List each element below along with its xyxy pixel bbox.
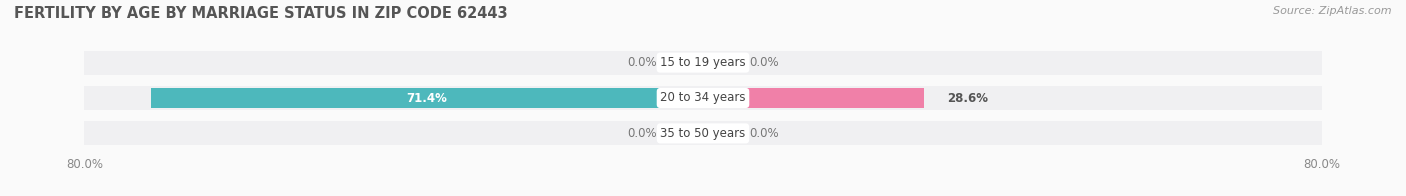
Text: 28.6%: 28.6% <box>948 92 988 104</box>
Text: 0.0%: 0.0% <box>749 127 779 140</box>
Text: 0.0%: 0.0% <box>749 56 779 69</box>
Bar <box>84 86 1322 110</box>
Bar <box>703 88 924 108</box>
Bar <box>665 53 703 72</box>
Bar <box>84 51 1322 75</box>
Text: 71.4%: 71.4% <box>406 92 447 104</box>
Text: Source: ZipAtlas.com: Source: ZipAtlas.com <box>1274 6 1392 16</box>
Legend: Married, Unmarried: Married, Unmarried <box>614 192 792 196</box>
Text: 0.0%: 0.0% <box>627 56 657 69</box>
Bar <box>150 88 703 108</box>
Bar <box>84 121 1322 145</box>
Bar <box>665 124 703 143</box>
Text: 0.0%: 0.0% <box>627 127 657 140</box>
Text: 15 to 19 years: 15 to 19 years <box>661 56 745 69</box>
Bar <box>703 124 742 143</box>
Text: 20 to 34 years: 20 to 34 years <box>661 92 745 104</box>
Text: 35 to 50 years: 35 to 50 years <box>661 127 745 140</box>
Bar <box>703 53 742 72</box>
Text: FERTILITY BY AGE BY MARRIAGE STATUS IN ZIP CODE 62443: FERTILITY BY AGE BY MARRIAGE STATUS IN Z… <box>14 6 508 21</box>
